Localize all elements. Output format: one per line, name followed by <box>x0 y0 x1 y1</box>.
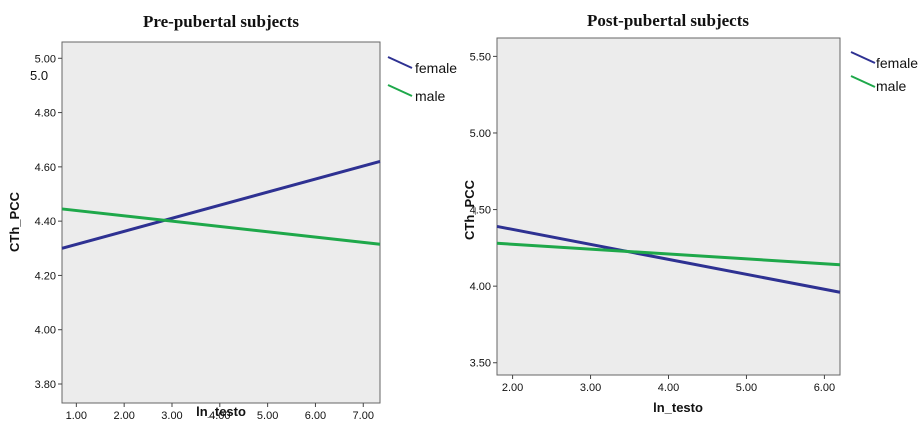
x-axis-label-pre: ln_testo <box>196 404 246 419</box>
legend-pre: female male <box>387 56 457 104</box>
series-line-female <box>61 159 381 250</box>
y-tick-label: 4.80 <box>35 108 56 120</box>
y-tick-label: 4.60 <box>35 162 56 174</box>
y-tick-label: 4.00 <box>470 281 491 293</box>
ticks-pre: 1.00 2.00 3.00 4.00 5.00 6.00 7.00 3.80 4.00 4.20… <box>35 53 374 421</box>
legend-swatch-male-pre <box>387 84 413 97</box>
x-tick-label: 7.00 <box>353 410 374 421</box>
chart-title-pre: Pre-pubertal subjects <box>143 12 299 31</box>
series-line-male <box>61 207 381 246</box>
y-tick-label: 4.50 <box>470 205 491 217</box>
legend-swatch-male-post <box>850 75 876 88</box>
legend-swatch-female-pre <box>387 56 413 69</box>
y-tick-label: 5.00 <box>35 53 56 65</box>
legend-label-female-pre: female <box>415 60 457 76</box>
y-tick-label: 3.50 <box>470 358 491 370</box>
x-tick-label: 5.00 <box>257 410 278 421</box>
x-tick-label: 3.00 <box>161 410 182 421</box>
x-tick-label: 6.00 <box>305 410 326 421</box>
plot-area-pre <box>61 41 381 404</box>
ticks-post: 2.00 3.00 4.00 5.00 6.00 3.50 4.00 4.50 5.00 5.50 <box>470 51 836 394</box>
x-tick-label: 4.00 <box>209 410 230 421</box>
x-tick-label: 3.00 <box>580 382 601 394</box>
y-tick-label: 5.50 <box>470 51 491 63</box>
series-lines-pre <box>61 159 381 250</box>
y-tick-label: 5.00 <box>470 128 491 140</box>
legend-label-male-pre: male <box>415 88 446 104</box>
legend-swatch-female-post <box>850 51 876 64</box>
plot-area-post <box>496 37 841 376</box>
y-tick-label: 3.80 <box>35 379 56 391</box>
legend-post: female male <box>850 51 918 94</box>
legend-label-female-post: female <box>876 55 918 71</box>
series-lines-post <box>496 224 841 294</box>
chart-post-pubertal: Post-pubertal subjects ln_testo CTh_PCC … <box>462 11 841 415</box>
legend-label-male-post: male <box>876 78 907 94</box>
x-tick-label: 6.00 <box>814 382 835 394</box>
x-tick-label: 4.00 <box>658 382 679 394</box>
y-axis-label-post: CTh_PCC <box>462 179 477 240</box>
y-tick-label: 4.40 <box>35 216 56 228</box>
y-tick-label: 4.20 <box>35 270 56 282</box>
x-tick-label: 2.00 <box>113 410 134 421</box>
x-axis-label-post: ln_testo <box>653 400 703 415</box>
extra-tick-label-pre: 5.0 <box>30 68 48 83</box>
x-tick-label: 1.00 <box>66 410 87 421</box>
x-tick-label: 5.00 <box>736 382 757 394</box>
series-line-male <box>496 241 841 267</box>
series-line-female <box>496 224 841 294</box>
y-axis-label-pre: CTh_PCC <box>7 191 22 252</box>
chart-pre-pubertal: Pre-pubertal subjects ln_testo CTh_PCC 5… <box>7 12 381 421</box>
y-tick-label: 4.00 <box>35 325 56 337</box>
chart-title-post: Post-pubertal subjects <box>587 11 749 30</box>
x-tick-label: 2.00 <box>502 382 523 394</box>
